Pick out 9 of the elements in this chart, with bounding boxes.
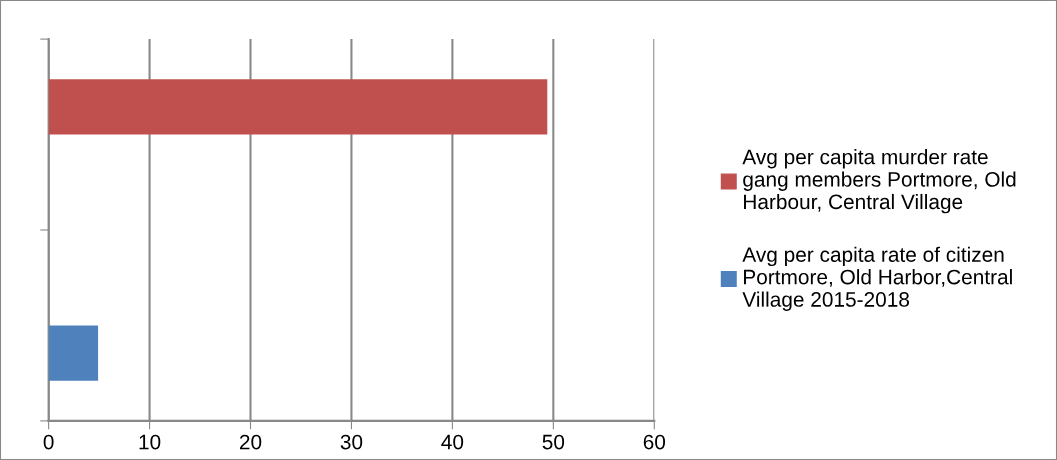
x-tick-label: 30: [340, 434, 363, 450]
legend-label: Avg per capita rate of citizen Portmore, Old Harbor,Central Village 2015-2018: [742, 246, 1012, 311]
x-tick-label: 10: [139, 434, 161, 450]
x-tick-label: 40: [441, 434, 464, 450]
legend-label: Avg per capita murder rate gang members Portmore, Old Harbour, Central Village: [742, 149, 1016, 214]
x-tick-label: 50: [542, 434, 565, 450]
x-tick-label: 0: [43, 434, 54, 450]
x-tick-label: 60: [643, 434, 666, 450]
x-tick-label: 20: [239, 434, 262, 450]
